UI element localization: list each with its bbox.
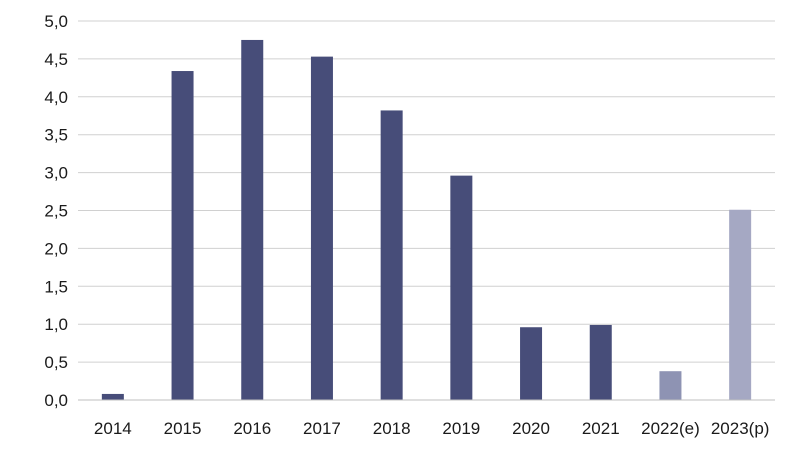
x-tick-label: 2021 bbox=[582, 419, 620, 438]
y-tick-label: 4,5 bbox=[44, 50, 68, 69]
y-tick-label: 3,5 bbox=[44, 126, 68, 145]
y-tick-label: 1,5 bbox=[44, 277, 68, 296]
y-tick-label: 2,5 bbox=[44, 202, 68, 221]
bar-2023(p) bbox=[729, 209, 752, 400]
gridlines bbox=[78, 20, 775, 363]
bar-2019 bbox=[450, 175, 473, 400]
x-tick-label: 2016 bbox=[233, 419, 271, 438]
x-tick-label: 2017 bbox=[303, 419, 341, 438]
x-tick-label: 2023(p) bbox=[711, 419, 770, 438]
x-tick-label: 2022(e) bbox=[641, 419, 700, 438]
y-tick-label: 1,0 bbox=[44, 315, 68, 334]
bar-2014 bbox=[101, 393, 124, 400]
y-tick-label: 5,0 bbox=[44, 12, 68, 31]
y-tick-label: 0,0 bbox=[44, 391, 68, 410]
x-axis-tick-labels: 2014 2015 2016 2017 2018 2019 2020 2021 2022(e) 2… bbox=[94, 419, 770, 438]
y-tick-label: 2,0 bbox=[44, 239, 68, 258]
y-tick-label: 4,0 bbox=[44, 88, 68, 107]
bar-2022(e) bbox=[659, 371, 682, 400]
bar-2020 bbox=[520, 327, 543, 400]
bar-2018 bbox=[380, 110, 403, 400]
bar-2015 bbox=[171, 71, 194, 400]
bar-2017 bbox=[310, 56, 333, 400]
x-tick-label: 2018 bbox=[373, 419, 411, 438]
bars bbox=[101, 39, 752, 400]
y-axis-tick-labels: 0,0 0,5 1,0 1,5 2,0 2,5 3,0 3,5 4,0 4,5 5,0 bbox=[44, 12, 68, 410]
y-tick-label: 0,5 bbox=[44, 353, 68, 372]
x-tick-label: 2015 bbox=[164, 419, 202, 438]
bar-2021 bbox=[589, 324, 612, 400]
x-tick-label: 2019 bbox=[442, 419, 480, 438]
y-tick-label: 3,0 bbox=[44, 164, 68, 183]
x-tick-label: 2020 bbox=[512, 419, 550, 438]
bar-2016 bbox=[241, 39, 264, 400]
x-tick-label: 2014 bbox=[94, 419, 132, 438]
